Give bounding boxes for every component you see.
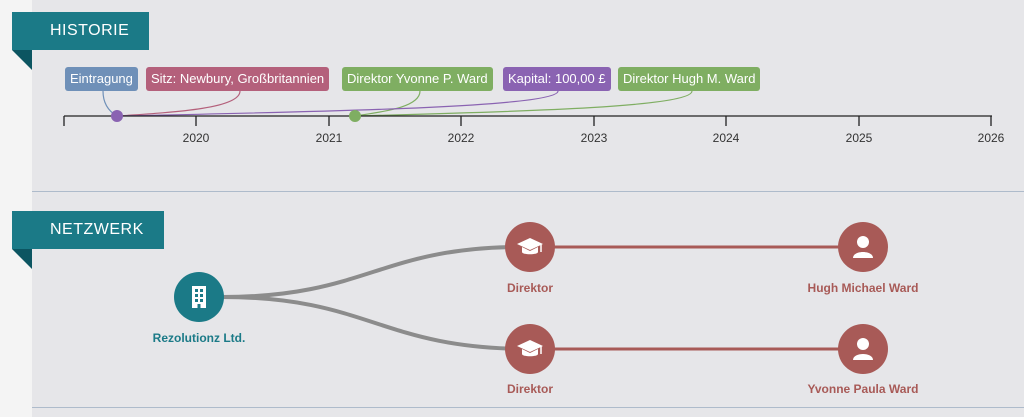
year-label: 2024 (712, 131, 740, 145)
role-label-1[interactable]: Direktor (506, 281, 554, 295)
year-label: 2022 (447, 131, 475, 145)
timeline-dot-2021 (349, 110, 361, 122)
section-divider (32, 191, 1024, 192)
graduation-cap-icon (517, 340, 543, 357)
event-direktor-yvonne[interactable]: Direktor Yvonne P. Ward (342, 67, 493, 91)
edge-company-role2 (221, 295, 531, 351)
person-icon (853, 338, 873, 360)
edge-company-role1 (221, 244, 531, 299)
historie-title: HISTORIE (50, 22, 130, 39)
graduation-cap-icon (517, 238, 543, 255)
netzwerk-title: NETZWERK (50, 221, 144, 238)
year-label: 2021 (315, 131, 343, 145)
event-kapital[interactable]: Kapital: 100,00 £ (503, 67, 611, 91)
section-divider-bottom (32, 407, 1024, 408)
person-icon (853, 236, 873, 258)
person-label-1[interactable]: Hugh Michael Ward (807, 281, 919, 295)
historie-tab-fold (12, 50, 32, 70)
role-label-2[interactable]: Direktor (506, 382, 554, 396)
connector-kapital (116, 90, 559, 117)
netzwerk-tab-fold (12, 249, 32, 269)
year-label: 2026 (977, 131, 1005, 145)
year-label: 2023 (580, 131, 608, 145)
year-label: 2020 (182, 131, 210, 145)
network-graph (221, 244, 863, 351)
role-node-1[interactable] (505, 222, 555, 272)
person-node-2[interactable] (838, 324, 888, 374)
company-label[interactable]: Rezolutionz Ltd. (152, 331, 246, 345)
netzwerk-section-tab: NETZWERK (12, 211, 164, 249)
timeline (63, 90, 992, 126)
event-direktor-hugh[interactable]: Direktor Hugh M. Ward (618, 67, 761, 91)
connector-direktor-yvonne (354, 90, 421, 117)
connector-sitz (116, 90, 241, 117)
person-label-2[interactable]: Yvonne Paula Ward (807, 382, 919, 396)
event-eintragung[interactable]: Eintragung (65, 67, 138, 91)
connector-direktor-hugh (354, 90, 693, 117)
event-sitz[interactable]: Sitz: Newbury, Großbritannien (146, 67, 330, 91)
timeline-dot-2019 (111, 110, 123, 122)
person-node-1[interactable] (838, 222, 888, 272)
year-label: 2025 (845, 131, 873, 145)
company-node[interactable] (174, 272, 224, 322)
role-node-2[interactable] (505, 324, 555, 374)
historie-section-tab: HISTORIE (12, 12, 150, 50)
timeline-ticks (63, 116, 992, 126)
building-icon (192, 286, 206, 308)
